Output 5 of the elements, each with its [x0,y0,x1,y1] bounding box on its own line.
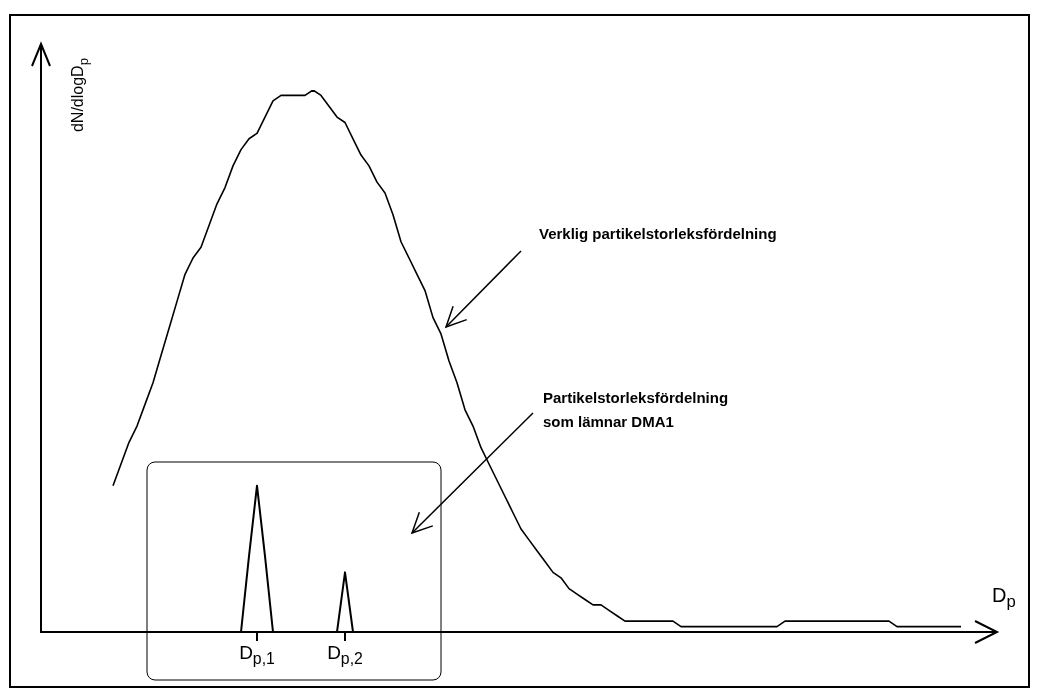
annotation: Verklig partikelstorleksfördelning [539,224,777,244]
annotation: Partikelstorleksfördelning som lämnar DMA1 [543,388,729,432]
x-tick-label: D$_{p,2}$ [326,642,364,668]
x-axis-title: D$_{p}$ [992,584,1016,612]
x-tick-label: D$_{p,1}$ [238,642,276,668]
